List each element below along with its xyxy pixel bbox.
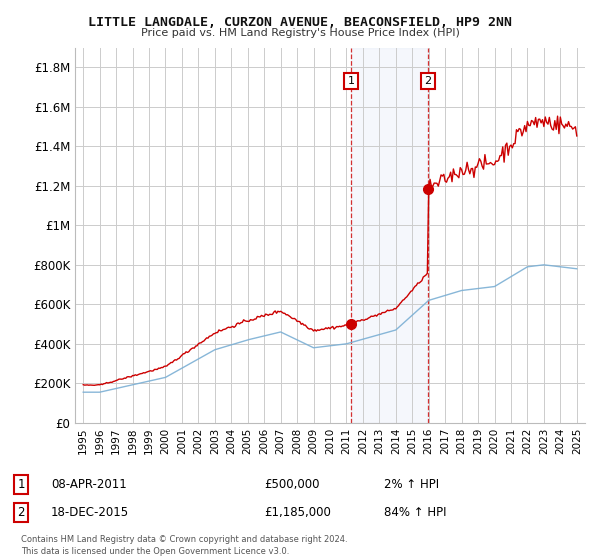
Text: 2% ↑ HPI: 2% ↑ HPI	[384, 478, 439, 491]
Text: 08-APR-2011: 08-APR-2011	[51, 478, 127, 491]
Text: 1: 1	[17, 478, 25, 491]
Text: Contains HM Land Registry data © Crown copyright and database right 2024.
This d: Contains HM Land Registry data © Crown c…	[21, 535, 347, 556]
Text: 84% ↑ HPI: 84% ↑ HPI	[384, 506, 446, 519]
Text: Price paid vs. HM Land Registry's House Price Index (HPI): Price paid vs. HM Land Registry's House …	[140, 28, 460, 38]
Bar	[351, 48, 428, 423]
Text: 2: 2	[424, 76, 431, 86]
Text: 18-DEC-2015: 18-DEC-2015	[51, 506, 129, 519]
Text: LITTLE LANGDALE, CURZON AVENUE, BEACONSFIELD, HP9 2NN: LITTLE LANGDALE, CURZON AVENUE, BEACONSF…	[88, 16, 512, 29]
Text: £1,185,000: £1,185,000	[264, 506, 331, 519]
Text: 1: 1	[347, 76, 355, 86]
Text: £500,000: £500,000	[264, 478, 320, 491]
Text: 2: 2	[17, 506, 25, 519]
